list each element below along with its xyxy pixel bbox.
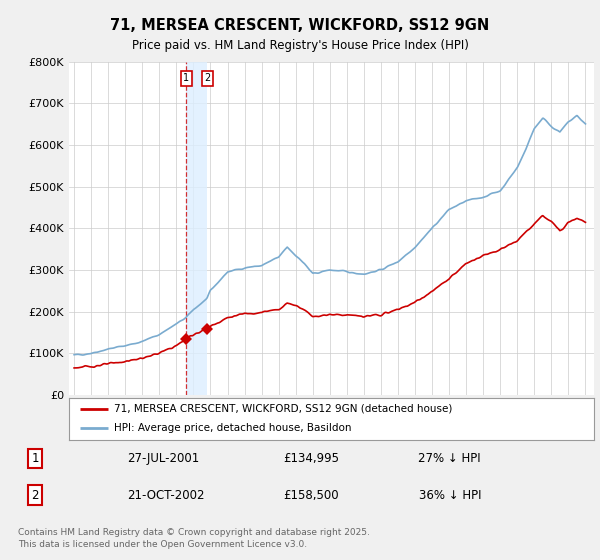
Text: 71, MERSEA CRESCENT, WICKFORD, SS12 9GN (detached house): 71, MERSEA CRESCENT, WICKFORD, SS12 9GN … bbox=[113, 404, 452, 414]
Text: 27-JUL-2001: 27-JUL-2001 bbox=[127, 452, 199, 465]
Text: 2: 2 bbox=[31, 489, 39, 502]
Text: 36% ↓ HPI: 36% ↓ HPI bbox=[419, 489, 481, 502]
Text: 1: 1 bbox=[183, 73, 189, 83]
Text: 71, MERSEA CRESCENT, WICKFORD, SS12 9GN: 71, MERSEA CRESCENT, WICKFORD, SS12 9GN bbox=[110, 18, 490, 32]
Text: 1: 1 bbox=[31, 452, 39, 465]
Bar bbox=[186, 62, 207, 395]
Text: £134,995: £134,995 bbox=[284, 452, 340, 465]
Text: £158,500: £158,500 bbox=[284, 489, 340, 502]
Text: Contains HM Land Registry data © Crown copyright and database right 2025.
This d: Contains HM Land Registry data © Crown c… bbox=[18, 528, 370, 549]
Text: Price paid vs. HM Land Registry's House Price Index (HPI): Price paid vs. HM Land Registry's House … bbox=[131, 39, 469, 53]
Text: 27% ↓ HPI: 27% ↓ HPI bbox=[418, 452, 481, 465]
Text: HPI: Average price, detached house, Basildon: HPI: Average price, detached house, Basi… bbox=[113, 423, 351, 433]
Text: 21-OCT-2002: 21-OCT-2002 bbox=[127, 489, 205, 502]
Text: 2: 2 bbox=[204, 73, 210, 83]
